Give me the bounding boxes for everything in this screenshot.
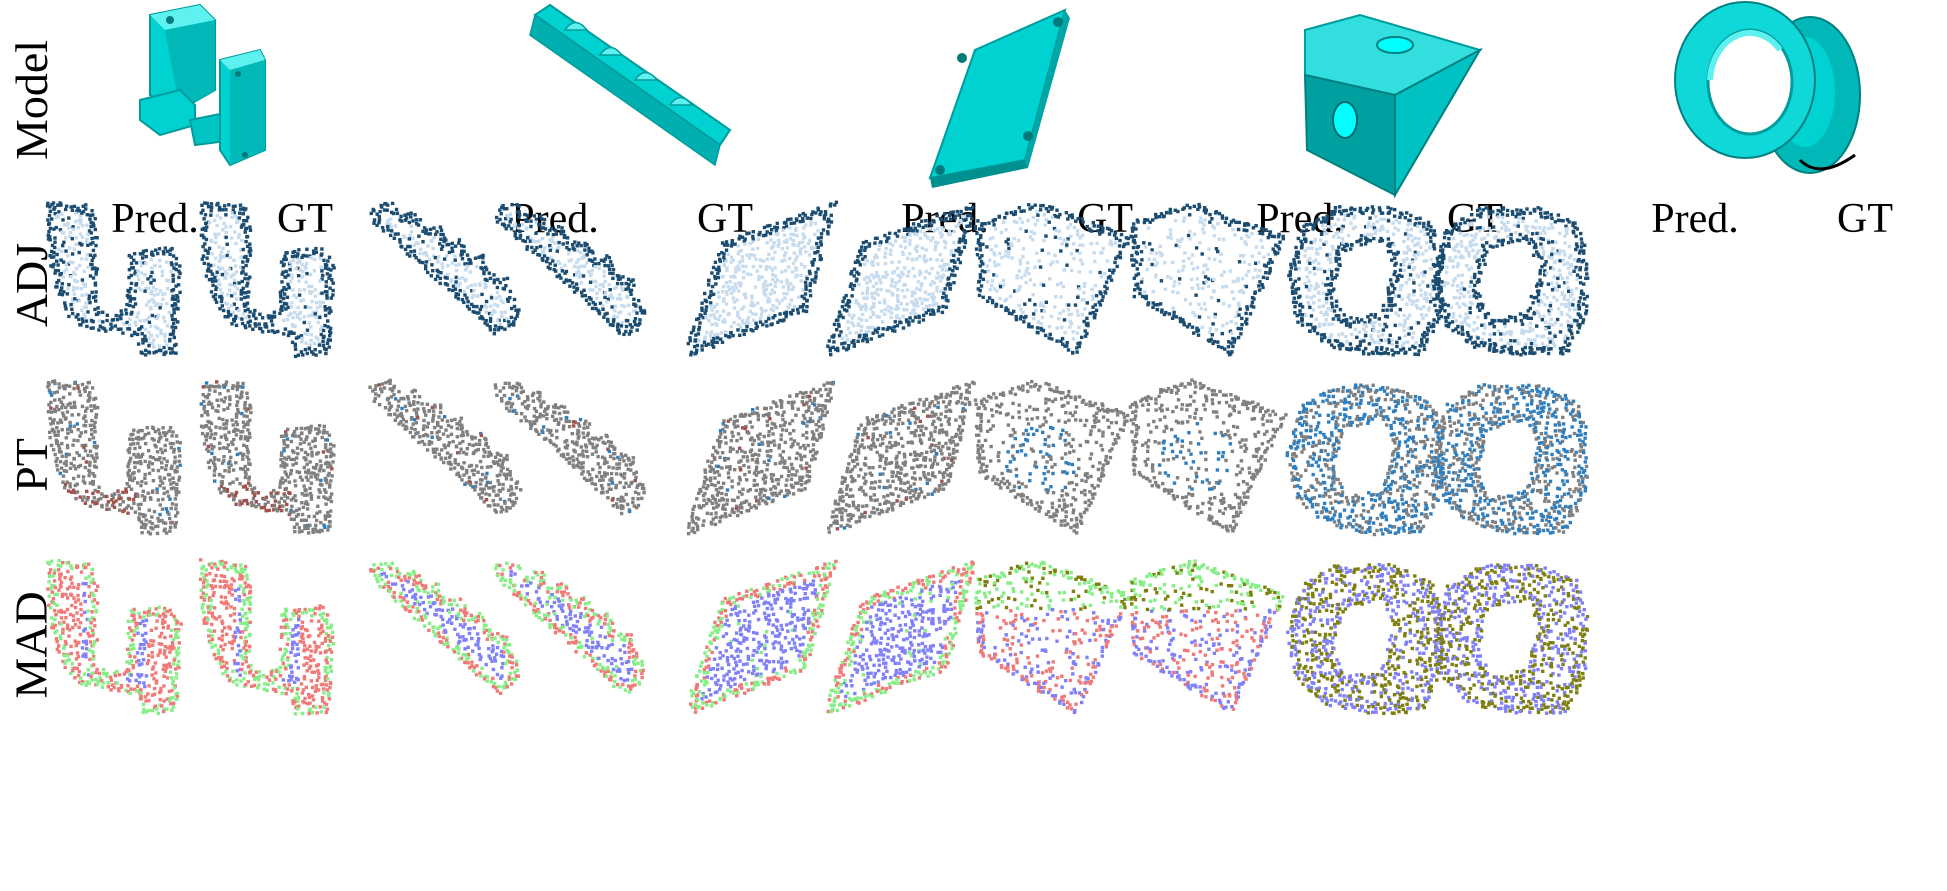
pointcloud-adj-mounting-plate-gt bbox=[815, 195, 985, 360]
pointcloud-mad-bracket-pair-pred bbox=[35, 553, 205, 718]
pointcloud-pt-flanged-ring-pred bbox=[1280, 373, 1450, 538]
pointcloud-pt-mounting-plate-gt bbox=[815, 373, 985, 538]
pointcloud-pt-wedge-block-gt bbox=[1120, 373, 1290, 538]
header-pred-1: Pred. bbox=[111, 196, 199, 242]
pointcloud-pt-flanged-ring-gt bbox=[1425, 373, 1595, 538]
pointcloud-adj-bracket-pair-pred bbox=[35, 195, 205, 360]
pointcloud-mad-bracket-pair-gt bbox=[188, 553, 358, 718]
pointcloud-adj-flanged-ring-gt bbox=[1425, 195, 1595, 360]
pointcloud-mad-toothed-rail-pred bbox=[360, 553, 530, 718]
pointcloud-pt-toothed-rail-pred bbox=[360, 373, 530, 538]
pointcloud-pt-bracket-pair-pred bbox=[35, 373, 205, 538]
pointcloud-adj-toothed-rail-pred bbox=[360, 195, 530, 360]
row-label-model-text: Model bbox=[6, 39, 58, 161]
header-pred-5: Pred. bbox=[1651, 196, 1739, 242]
pointcloud-mad-mounting-plate-gt bbox=[815, 553, 985, 718]
pointcloud-mad-flanged-ring-pred bbox=[1280, 553, 1450, 718]
model-toothed-rail bbox=[525, 0, 740, 200]
pointcloud-adj-flanged-ring-pred bbox=[1280, 195, 1450, 360]
pointcloud-adj-toothed-rail-gt bbox=[485, 195, 655, 360]
model-flanged-ring bbox=[1660, 0, 1870, 200]
model-mounting-plate bbox=[920, 0, 1080, 200]
header-gt-1: GT bbox=[277, 196, 333, 242]
pointcloud-mad-toothed-rail-gt bbox=[485, 553, 655, 718]
pointcloud-mad-wedge-block-pred bbox=[965, 553, 1135, 718]
pointcloud-pt-wedge-block-pred bbox=[965, 373, 1135, 538]
pointcloud-mad-wedge-block-gt bbox=[1120, 553, 1290, 718]
row-label-model: Model bbox=[0, 0, 64, 200]
model-bracket-pair bbox=[120, 0, 340, 200]
pointcloud-pt-toothed-rail-gt bbox=[485, 373, 655, 538]
pointcloud-pt-bracket-pair-gt bbox=[188, 373, 358, 538]
pointcloud-mad-flanged-ring-gt bbox=[1425, 553, 1595, 718]
pointcloud-adj-mounting-plate-pred bbox=[675, 195, 845, 360]
header-gt-3: GT bbox=[1077, 196, 1133, 242]
pointcloud-pt-mounting-plate-pred bbox=[675, 373, 845, 538]
header-gt-2: GT bbox=[697, 196, 753, 242]
pointcloud-adj-wedge-block-gt bbox=[1120, 195, 1290, 360]
model-wedge-block bbox=[1295, 0, 1485, 200]
pointcloud-mad-mounting-plate-pred bbox=[675, 553, 845, 718]
pointcloud-adj-wedge-block-pred bbox=[965, 195, 1135, 360]
header-gt-5: GT bbox=[1837, 196, 1893, 242]
pointcloud-adj-bracket-pair-gt bbox=[188, 195, 358, 360]
